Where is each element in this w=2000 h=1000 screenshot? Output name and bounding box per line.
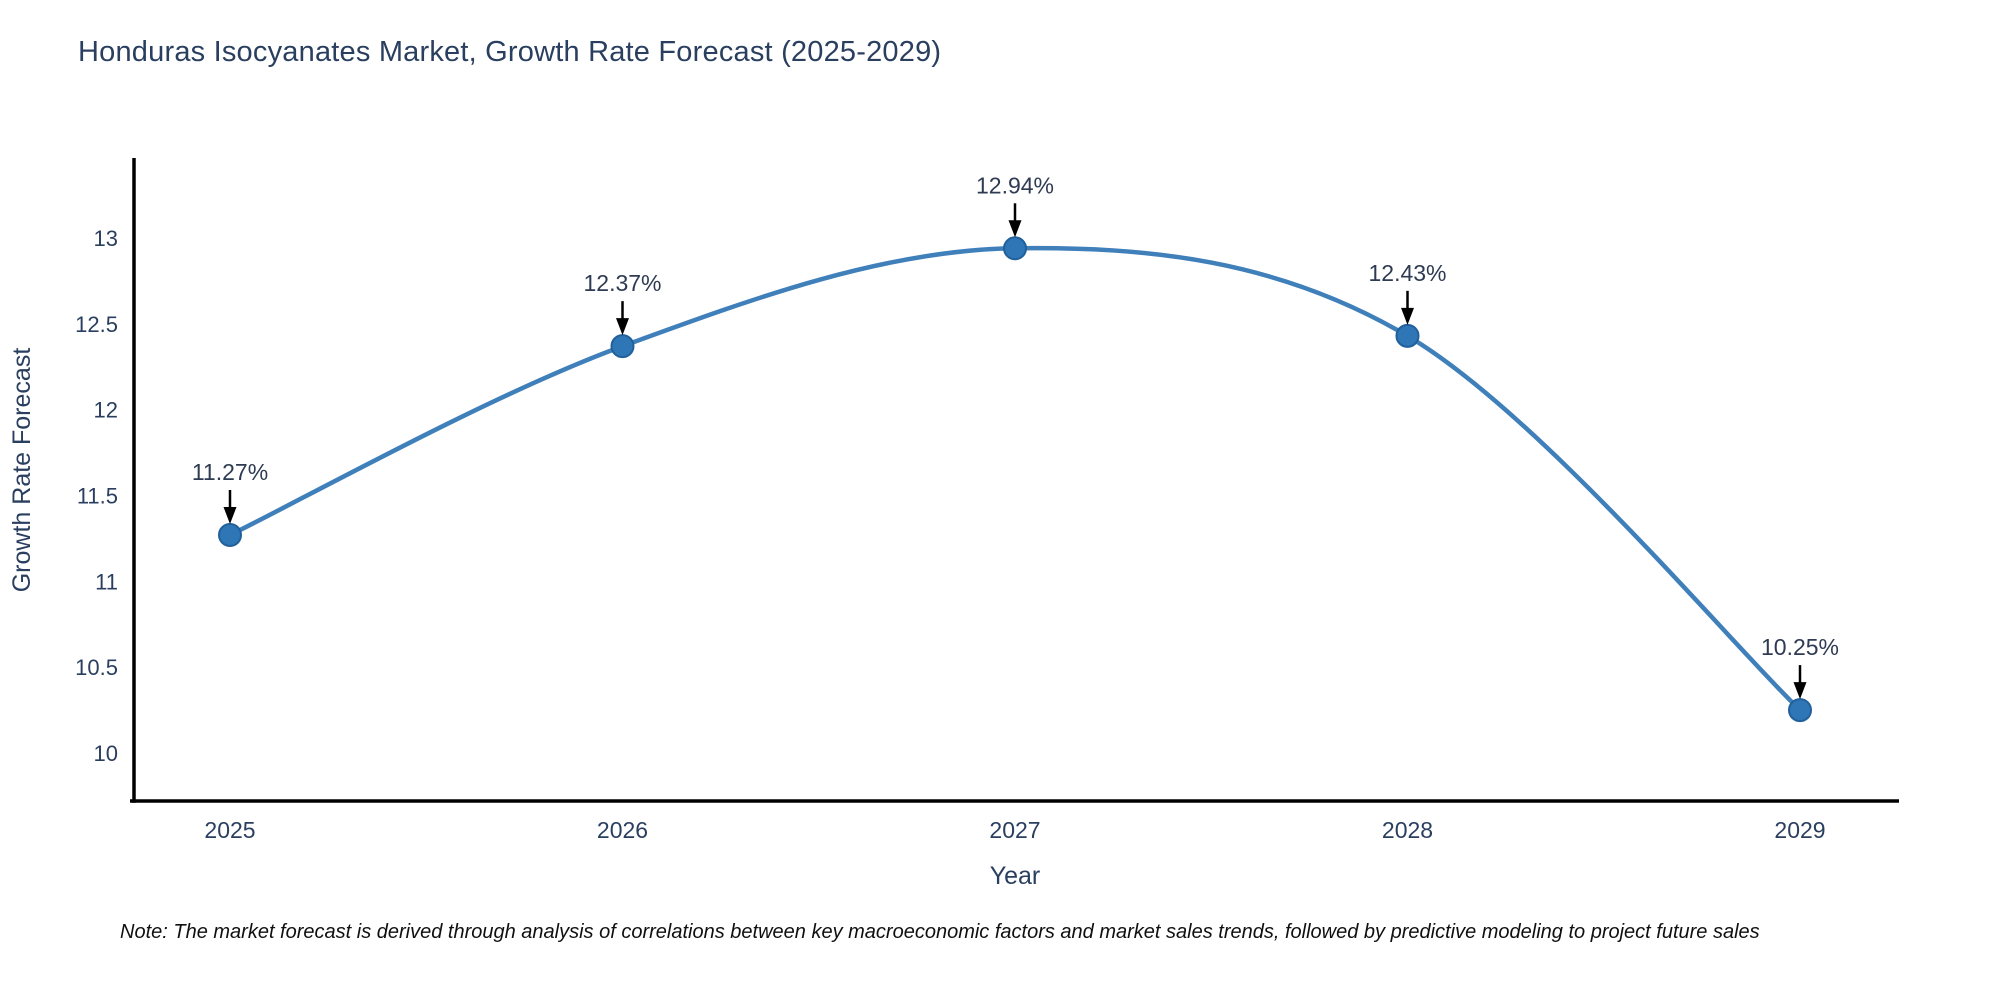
y-tick-label: 13 — [94, 226, 118, 251]
point-value-label: 12.94% — [976, 172, 1054, 198]
y-tick-label: 11 — [95, 569, 118, 594]
series-line-group — [227, 245, 1803, 713]
y-tick-label: 11.5 — [77, 484, 118, 509]
chart-title: Honduras Isocyanates Market, Growth Rate… — [78, 36, 942, 68]
y-tick-labels: 13 12.5 12 11.5 11 10.5 10 — [75, 226, 118, 766]
x-tick-label: 2029 — [1774, 817, 1825, 843]
x-tick-label: 2027 — [989, 817, 1040, 843]
y-tick-label: 12.5 — [75, 312, 118, 337]
x-tick-labels: 2025 2026 2027 2028 2029 — [204, 817, 1825, 843]
x-axis-title: Year — [990, 862, 1041, 890]
data-point-2025[interactable] — [218, 522, 242, 547]
point-annotations: 11.27% 12.37% 12.94% 12.43% 10.25% — [192, 172, 1839, 700]
x-tick-label: 2025 — [204, 817, 255, 843]
annotation-arrowhead-icon — [223, 506, 237, 524]
x-tick-label: 2026 — [597, 817, 648, 843]
x-tick-label: 2028 — [1382, 817, 1433, 843]
footnote: Note: The market forecast is derived thr… — [120, 921, 1760, 943]
point-value-label: 12.43% — [1368, 260, 1446, 286]
y-tick-label: 10.5 — [75, 655, 118, 680]
y-axis-title: Growth Rate Forecast — [8, 348, 36, 593]
data-point-2028[interactable] — [1395, 323, 1420, 348]
data-point-markers — [218, 236, 1812, 723]
series-line — [227, 245, 1803, 713]
point-value-label: 11.27% — [192, 459, 268, 485]
data-point-2029[interactable] — [1788, 698, 1812, 723]
annotation-arrowhead-icon — [1793, 682, 1807, 700]
annotation-arrowhead-icon — [616, 318, 629, 336]
data-point-2027[interactable] — [1003, 236, 1027, 261]
annotation-arrowhead-icon — [1401, 307, 1414, 325]
annotation-arrowhead-icon — [1008, 220, 1022, 238]
y-tick-label: 12 — [94, 398, 118, 423]
point-value-label: 12.37% — [583, 270, 661, 296]
point-value-label: 10.25% — [1761, 634, 1839, 660]
y-tick-label: 10 — [94, 741, 118, 766]
data-point-2026[interactable] — [610, 334, 635, 359]
